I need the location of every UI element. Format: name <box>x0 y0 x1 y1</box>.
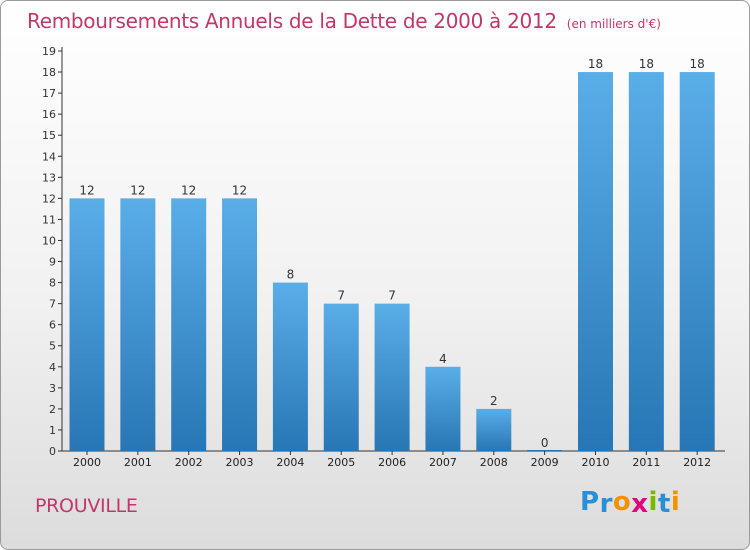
value-label: 18 <box>690 57 705 71</box>
logo-letter: i <box>670 487 681 517</box>
y-tick-label: 12 <box>42 192 56 205</box>
bar <box>679 72 715 451</box>
bar <box>578 72 613 451</box>
x-tick-label: 2001 <box>124 456 152 469</box>
bar <box>69 198 105 451</box>
y-tick-label: 18 <box>42 66 56 79</box>
y-tick-label: 14 <box>42 150 56 163</box>
x-tick-label: 2006 <box>378 456 406 469</box>
x-tick-label: 2008 <box>480 456 508 469</box>
y-tick-label: 11 <box>42 213 56 226</box>
logo-letter: o <box>612 487 632 517</box>
bar <box>628 72 664 451</box>
bar <box>272 282 308 451</box>
y-tick-label: 5 <box>49 340 56 353</box>
value-label: 18 <box>639 57 654 71</box>
y-tick-label: 16 <box>42 108 56 121</box>
logo-letter: t <box>657 489 671 519</box>
y-tick-label: 15 <box>42 129 56 142</box>
value-label: 18 <box>588 57 603 71</box>
bar <box>527 450 563 451</box>
x-tick-label: 2000 <box>73 456 101 469</box>
x-tick-label: 2003 <box>226 456 254 469</box>
y-tick-label: 9 <box>49 256 56 269</box>
bar <box>425 366 461 451</box>
value-label: 8 <box>287 268 295 282</box>
chart-unit: (en milliers d'€) <box>566 17 661 31</box>
y-tick-label: 6 <box>49 319 56 332</box>
value-label: 7 <box>388 289 396 303</box>
bar <box>171 198 207 451</box>
value-label: 7 <box>337 289 345 303</box>
x-tick-label: 2011 <box>632 456 660 469</box>
logo-letter: r <box>599 489 613 519</box>
x-tick-label: 2002 <box>175 456 203 469</box>
y-tick-label: 4 <box>49 361 56 374</box>
x-tick-label: 2007 <box>429 456 457 469</box>
value-label: 12 <box>130 183 145 197</box>
x-tick-label: 2012 <box>683 456 711 469</box>
y-tick-label: 17 <box>42 87 56 100</box>
chart-title: Remboursements Annuels de la Dette de 20… <box>27 9 661 33</box>
logo-letter: P <box>580 487 600 517</box>
bar <box>222 198 258 451</box>
y-tick-label: 8 <box>49 277 56 290</box>
proxiti-logo: Proxiti <box>580 487 681 519</box>
y-tick-label: 19 <box>42 45 56 58</box>
value-label: 12 <box>79 183 94 197</box>
value-label: 12 <box>232 183 247 197</box>
y-tick-label: 7 <box>49 298 56 311</box>
x-tick-label: 2005 <box>327 456 355 469</box>
commune-name: PROUVILLE <box>35 495 138 517</box>
value-label: 4 <box>439 352 447 366</box>
y-tick-label: 10 <box>42 234 56 247</box>
chart-title-text: Remboursements Annuels de la Dette de 20… <box>27 9 557 33</box>
logo-letter: x <box>631 489 649 519</box>
x-tick-label: 2010 <box>582 456 610 469</box>
y-tick-label: 1 <box>49 424 56 437</box>
bar <box>374 303 410 451</box>
bar <box>476 408 512 451</box>
bar <box>120 198 156 451</box>
y-tick-label: 2 <box>49 403 56 416</box>
y-tick-label: 0 <box>49 445 56 458</box>
y-tick-label: 13 <box>42 171 56 184</box>
y-tick-label: 3 <box>49 382 56 395</box>
value-label: 2 <box>490 394 498 408</box>
value-label: 12 <box>181 183 196 197</box>
x-tick-label: 2004 <box>276 456 304 469</box>
bar <box>323 303 359 451</box>
logo-letter: i <box>648 487 658 517</box>
x-tick-label: 2009 <box>531 456 559 469</box>
value-label: 0 <box>541 436 549 450</box>
